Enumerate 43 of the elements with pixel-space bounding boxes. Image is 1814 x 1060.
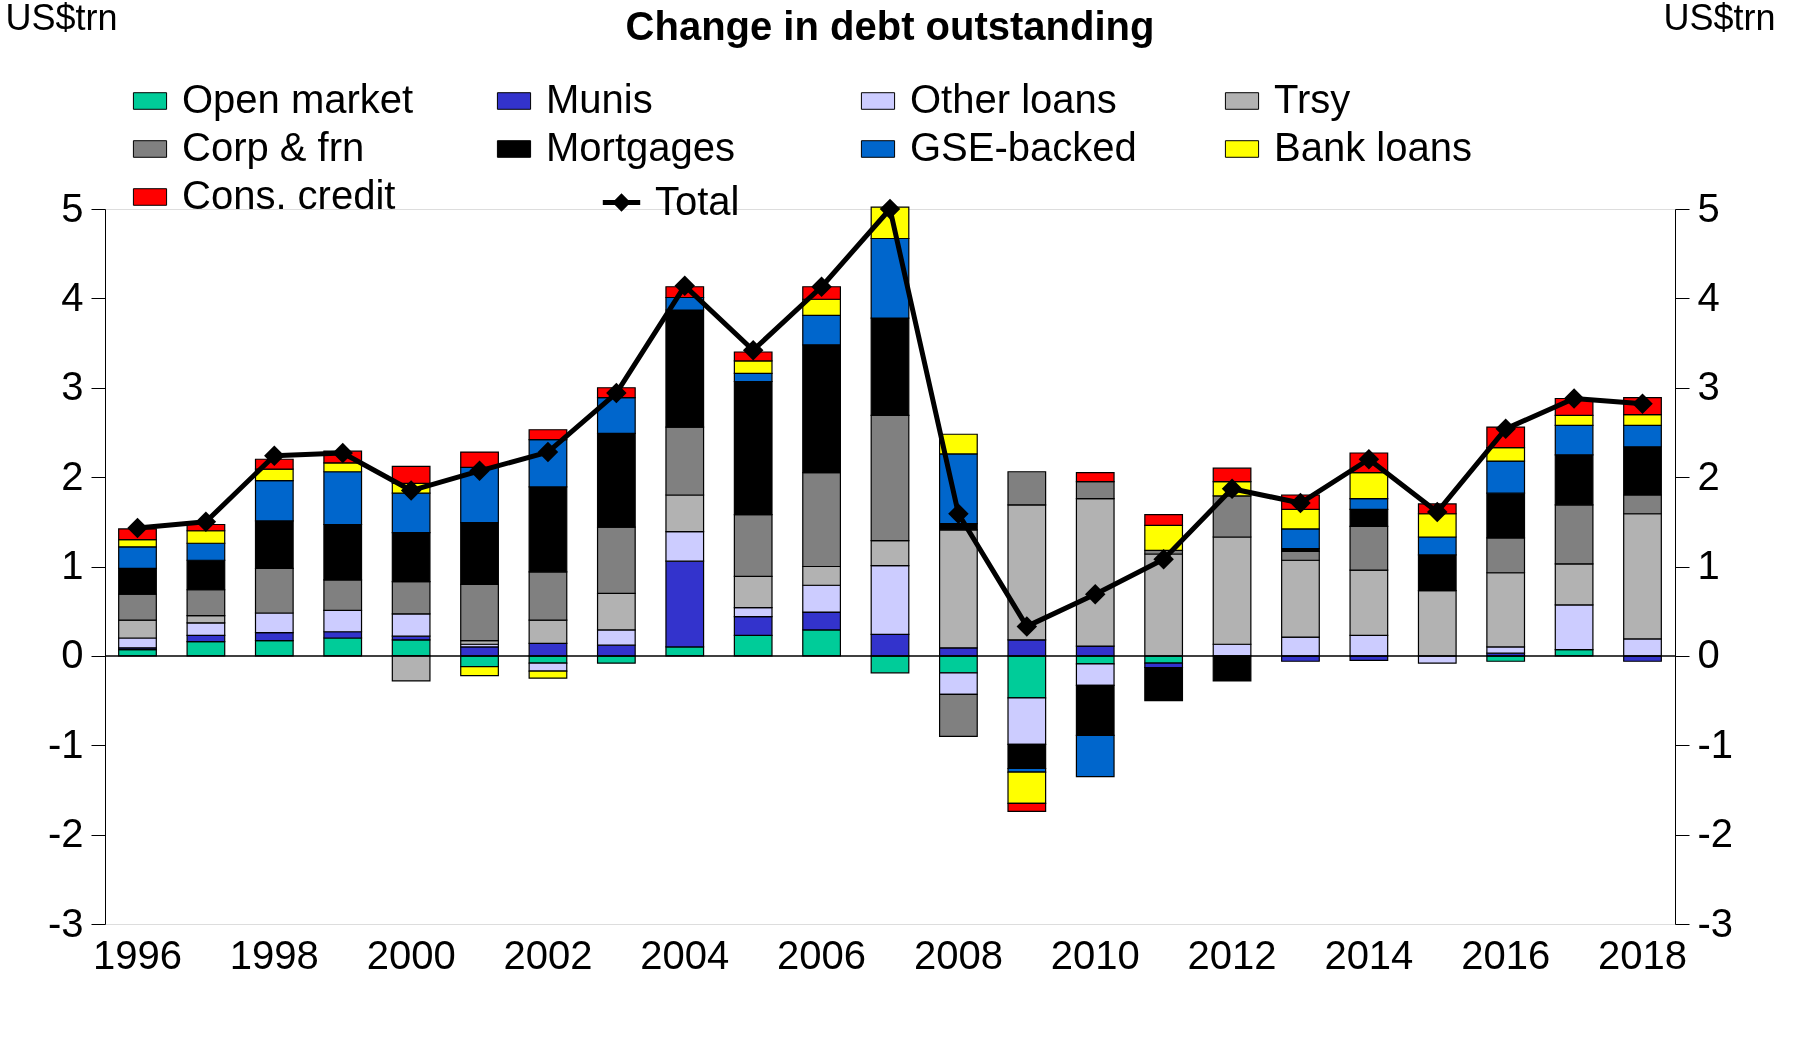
y2-tick-label: 2: [1697, 453, 1720, 498]
legend-label: GSE-backed: [910, 125, 1137, 169]
x-tick-label: 2012: [1187, 932, 1277, 977]
y-tick-label: 2: [61, 453, 84, 498]
y2-tick-label: 5: [1697, 185, 1720, 230]
x-tick-label: 2004: [640, 932, 730, 977]
y2-tick-label: 1: [1697, 543, 1720, 587]
x-tick-label: 2008: [913, 932, 1003, 977]
legend-label: Munis: [546, 77, 653, 121]
y-tick-label: 5: [61, 185, 84, 230]
x-tick-label: 2000: [366, 932, 456, 977]
y-tick-label: 1: [61, 543, 84, 587]
y-tick-label: 4: [61, 274, 84, 319]
y2-tick-label: 4: [1697, 274, 1720, 319]
legend-label: Corp & frn: [182, 125, 365, 169]
y-tick-label: -3: [47, 900, 84, 945]
y-axis-title: US$trn: [5, 0, 118, 38]
legend-label: Bank loans: [1274, 125, 1472, 169]
chart-title: Change in debt outstanding: [625, 4, 1155, 48]
y2-tick-label: -1: [1697, 721, 1734, 766]
y-tick-label: 3: [61, 364, 84, 409]
y2-tick-label: -2: [1697, 811, 1734, 856]
legend-label: Mortgages: [546, 125, 735, 169]
y2-tick-label: 3: [1697, 364, 1720, 409]
legend-label: Cons. credit: [182, 173, 396, 217]
x-tick-label: 2014: [1324, 932, 1414, 977]
y-tick-label: 0: [61, 632, 84, 677]
x-tick-label: 2016: [1461, 932, 1551, 977]
x-tick-label: 1996: [93, 932, 182, 977]
x-tick-label: 1998: [229, 932, 319, 977]
legend-label: Open market: [182, 77, 414, 121]
x-tick-label: 2010: [1050, 932, 1140, 977]
y2-tick-label: 0: [1697, 632, 1720, 677]
legend-label: Other loans: [910, 77, 1117, 121]
y2-tick-label: -3: [1697, 900, 1734, 945]
y-tick-label: -2: [47, 811, 84, 856]
legend-label: Trsy: [1274, 77, 1351, 121]
legend-label: Total: [655, 178, 740, 223]
x-tick-label: 2018: [1598, 932, 1687, 977]
y2-axis-title: US$trn: [1663, 0, 1776, 38]
x-tick-label: 2006: [777, 932, 867, 977]
x-tick-label: 2002: [503, 932, 593, 977]
y-tick-label: -1: [47, 721, 84, 766]
